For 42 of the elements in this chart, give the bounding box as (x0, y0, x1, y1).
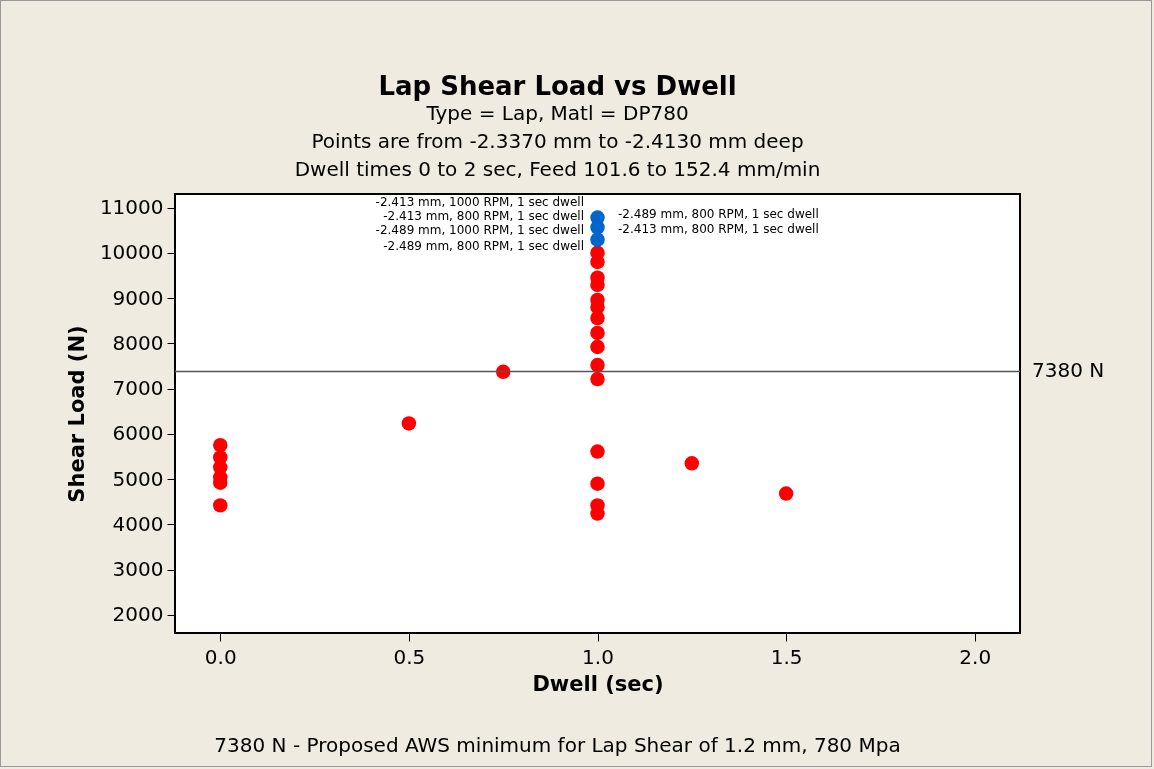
chart-title: Lap Shear Load vs Dwell (378, 71, 737, 101)
x-tick-label: 0.5 (393, 644, 426, 669)
y-tick-label: 3000 (112, 557, 164, 582)
y-tick-label: 8000 (112, 330, 164, 355)
text: 7380 N - Proposed AWS minimum for Lap Shear of 1.2 mm, 780 Mpa (214, 733, 901, 757)
point (590, 476, 605, 491)
annotation: -2.413 mm, 800 RPM, 1 sec dwell (383, 209, 584, 223)
annotation: -2.489 mm, 1000 RPM, 1 sec dwell (375, 223, 584, 237)
annotation: -2.413 mm, 800 RPM, 1 sec dwell (618, 222, 819, 236)
x-tick-label: 2.0 (959, 644, 992, 669)
y-tick-label: 7000 (112, 376, 164, 401)
chart-subtitle: Type = Lap, Matl = DP780 Points are from -2.3370 mm to -2.4130 mm deep Dwell times 0 to 2 sec, Feed 101.6 to 152.4 mm/min (294, 101, 821, 181)
ref-line-label: 7380 N (1032, 358, 1105, 383)
annotation: -2.413 mm, 1000 RPM, 1 sec dwell (375, 195, 584, 209)
point (778, 486, 794, 501)
point (213, 437, 228, 453)
point (590, 232, 605, 247)
point (401, 416, 417, 431)
point (590, 357, 605, 373)
y-tick-label: 2000 (112, 602, 164, 627)
point (495, 364, 511, 380)
point (590, 310, 605, 326)
x-axis-title: Dwell (sec) (532, 671, 664, 696)
y-axis-title: Shear Load (N) (64, 325, 89, 503)
y-tick-label: 10000 (99, 240, 164, 265)
point (590, 325, 605, 341)
y-tick-label: 11000 (99, 195, 164, 220)
y-tick-label: 6000 (112, 421, 164, 446)
point (590, 444, 605, 459)
annotation: -2.489 mm, 800 RPM, 1 sec dwell (383, 239, 584, 253)
point (590, 220, 605, 235)
y-tick-label: 9000 (112, 285, 164, 310)
y-tick-label: 4000 (112, 511, 164, 536)
point (684, 456, 700, 471)
x-tick-label: 1.0 (582, 644, 614, 669)
y-tick-label: 5000 (112, 466, 164, 491)
point (213, 498, 228, 513)
annotation: -2.489 mm, 800 RPM, 1 sec dwell (618, 207, 819, 221)
x-tick-label: 0.0 (204, 644, 237, 669)
x-tick-label: 1.5 (770, 644, 803, 669)
point (590, 339, 605, 355)
point (590, 371, 605, 387)
